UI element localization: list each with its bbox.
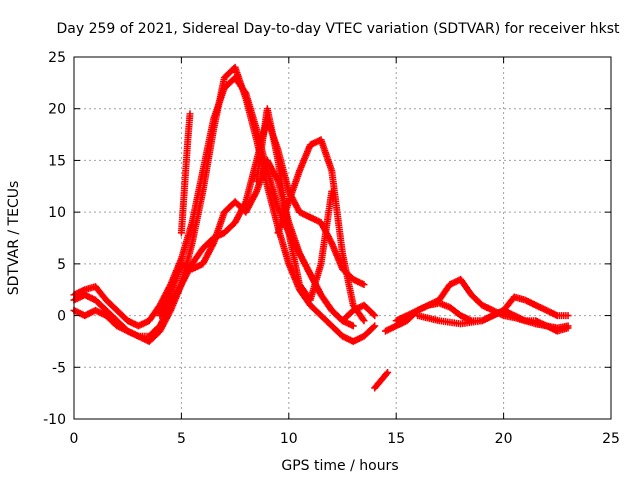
data-point	[360, 281, 368, 289]
x-axis-label: GPS time / hours	[281, 458, 398, 474]
x-tick-label: 25	[602, 431, 620, 447]
data-point	[328, 187, 336, 195]
plot-frame	[73, 56, 612, 420]
y-tick-label: 10	[48, 205, 66, 221]
data-point	[370, 310, 378, 318]
x-tick-label: 20	[495, 431, 513, 447]
y-tick-label: 25	[48, 50, 66, 66]
series-track-7	[177, 110, 194, 237]
grid	[74, 57, 611, 419]
y-axis-label: SDTVAR / TECUs	[6, 181, 22, 296]
x-tick-label: 15	[387, 431, 405, 447]
y-tick-label: 20	[48, 102, 66, 118]
series-track-6	[253, 105, 336, 304]
data-point	[564, 324, 572, 332]
chart-title: Day 259 of 2021, Sidereal Day-to-day VTE…	[57, 21, 620, 37]
data-point	[360, 317, 368, 325]
y-tick-label: 15	[48, 153, 66, 169]
y-tick-label: 5	[57, 257, 66, 273]
data-points	[70, 63, 572, 392]
x-tick-label: 10	[280, 431, 298, 447]
data-point	[371, 312, 379, 320]
data-point	[383, 370, 391, 378]
series-track-8	[371, 368, 392, 392]
series-track-11	[414, 293, 572, 328]
data-point	[371, 322, 379, 330]
data-point	[370, 323, 378, 331]
data-point	[186, 110, 194, 118]
y-tick-label: -10	[43, 412, 66, 428]
data-point	[384, 368, 392, 376]
y-tick-label: -5	[52, 360, 66, 376]
data-point	[359, 315, 367, 323]
x-tick-label: 5	[177, 431, 186, 447]
y-tick-label: 0	[57, 309, 66, 325]
data-point	[349, 322, 357, 330]
x-tick-label: 0	[70, 431, 79, 447]
data-point	[564, 312, 572, 320]
axis-ticks: 0 5 10 15 20 25 -10 -5 0 5 10 15 20 25	[43, 50, 620, 447]
series-track-10	[392, 275, 572, 335]
